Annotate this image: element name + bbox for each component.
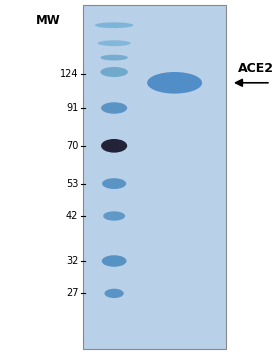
Ellipse shape bbox=[95, 22, 133, 28]
Ellipse shape bbox=[100, 67, 128, 77]
Text: MW: MW bbox=[36, 14, 60, 27]
Text: 27: 27 bbox=[66, 288, 78, 298]
Text: ACE2: ACE2 bbox=[238, 62, 274, 75]
Ellipse shape bbox=[104, 289, 124, 298]
Text: 32: 32 bbox=[66, 256, 78, 266]
Text: 124: 124 bbox=[60, 69, 78, 79]
Text: 42: 42 bbox=[66, 211, 78, 221]
Ellipse shape bbox=[101, 102, 127, 114]
Text: 91: 91 bbox=[66, 103, 78, 113]
Ellipse shape bbox=[147, 72, 202, 94]
Ellipse shape bbox=[102, 255, 126, 267]
Ellipse shape bbox=[101, 139, 127, 153]
Ellipse shape bbox=[100, 55, 128, 60]
Text: 53: 53 bbox=[66, 179, 78, 189]
Ellipse shape bbox=[98, 40, 131, 46]
Text: 70: 70 bbox=[66, 141, 78, 151]
Bar bbox=[82, 5, 226, 349]
Ellipse shape bbox=[102, 178, 126, 189]
Ellipse shape bbox=[103, 211, 125, 221]
